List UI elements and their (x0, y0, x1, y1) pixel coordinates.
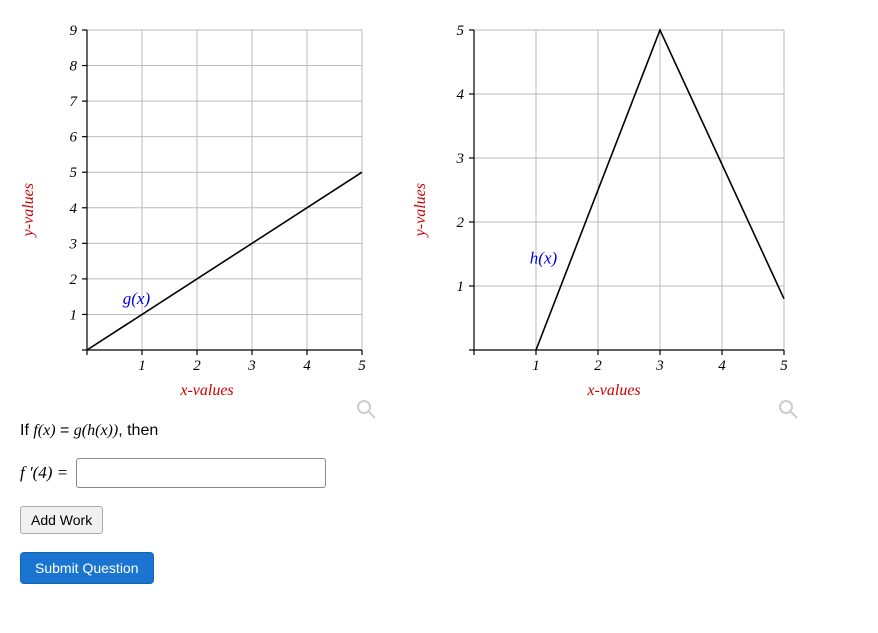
svg-text:5: 5 (780, 358, 788, 374)
svg-text:8: 8 (70, 59, 78, 75)
svg-text:7: 7 (70, 94, 79, 110)
chart-h-ylabel: y-values (412, 183, 430, 236)
q-suffix: , then (118, 422, 158, 439)
svg-text:1: 1 (70, 307, 78, 323)
svg-text:2: 2 (594, 358, 602, 374)
svg-text:2: 2 (457, 215, 465, 231)
svg-text:g(x): g(x) (123, 289, 151, 308)
chart-h-xlabel: x-values (434, 382, 794, 400)
svg-text:4: 4 (303, 358, 311, 374)
svg-text:6: 6 (70, 130, 78, 146)
chart-h-wrap: y-values 1 2 3 4 5 1 2 3 4 5 h(x) x-values (412, 20, 794, 400)
chart-g-ylabel: y-values (20, 183, 38, 236)
svg-text:1: 1 (138, 358, 146, 374)
add-work-button[interactable]: Add Work (20, 506, 103, 534)
svg-text:2: 2 (193, 358, 201, 374)
chart-g-xlabel: x-values (42, 382, 372, 400)
zoom-icon[interactable] (356, 399, 376, 424)
svg-text:h(x): h(x) (530, 249, 558, 268)
answer-input[interactable] (76, 458, 326, 488)
charts-row: y-values 1 2 3 4 5 1 2 3 4 5 6 7 8 9 g(x) x-values y-v… (20, 20, 858, 400)
chart-g-wrap: y-values 1 2 3 4 5 1 2 3 4 5 6 7 8 9 g(x) x-values (20, 20, 372, 400)
chart-g-stack: 1 2 3 4 5 1 2 3 4 5 6 7 8 9 g(x) x-values (42, 20, 372, 400)
svg-text:3: 3 (69, 236, 78, 252)
svg-text:3: 3 (247, 358, 256, 374)
svg-text:4: 4 (457, 87, 465, 103)
q-mid: = (56, 422, 74, 439)
svg-text:1: 1 (457, 279, 465, 295)
question-text: If f(x) = g(h(x)), then (20, 422, 858, 440)
svg-text:5: 5 (457, 23, 465, 39)
svg-text:1: 1 (532, 358, 540, 374)
q-prefix: If (20, 422, 33, 439)
answer-lhs: f '(4) = (20, 463, 68, 483)
q-lhs: f(x) (33, 422, 55, 439)
submit-question-button[interactable]: Submit Question (20, 552, 154, 584)
zoom-icon[interactable] (778, 399, 798, 424)
chart-g-svg: 1 2 3 4 5 1 2 3 4 5 6 7 8 9 g(x) (42, 20, 372, 380)
svg-text:3: 3 (456, 151, 465, 167)
svg-text:5: 5 (70, 165, 78, 181)
chart-h-stack: 1 2 3 4 5 1 2 3 4 5 h(x) x-values (434, 20, 794, 400)
svg-text:4: 4 (70, 201, 78, 217)
answer-row: f '(4) = (20, 458, 858, 488)
svg-text:3: 3 (655, 358, 664, 374)
svg-text:4: 4 (718, 358, 726, 374)
q-rhs: g(h(x)) (74, 422, 118, 439)
svg-text:2: 2 (70, 272, 78, 288)
chart-h-svg: 1 2 3 4 5 1 2 3 4 5 h(x) (434, 20, 794, 380)
svg-text:5: 5 (358, 358, 366, 374)
svg-text:9: 9 (70, 23, 78, 39)
